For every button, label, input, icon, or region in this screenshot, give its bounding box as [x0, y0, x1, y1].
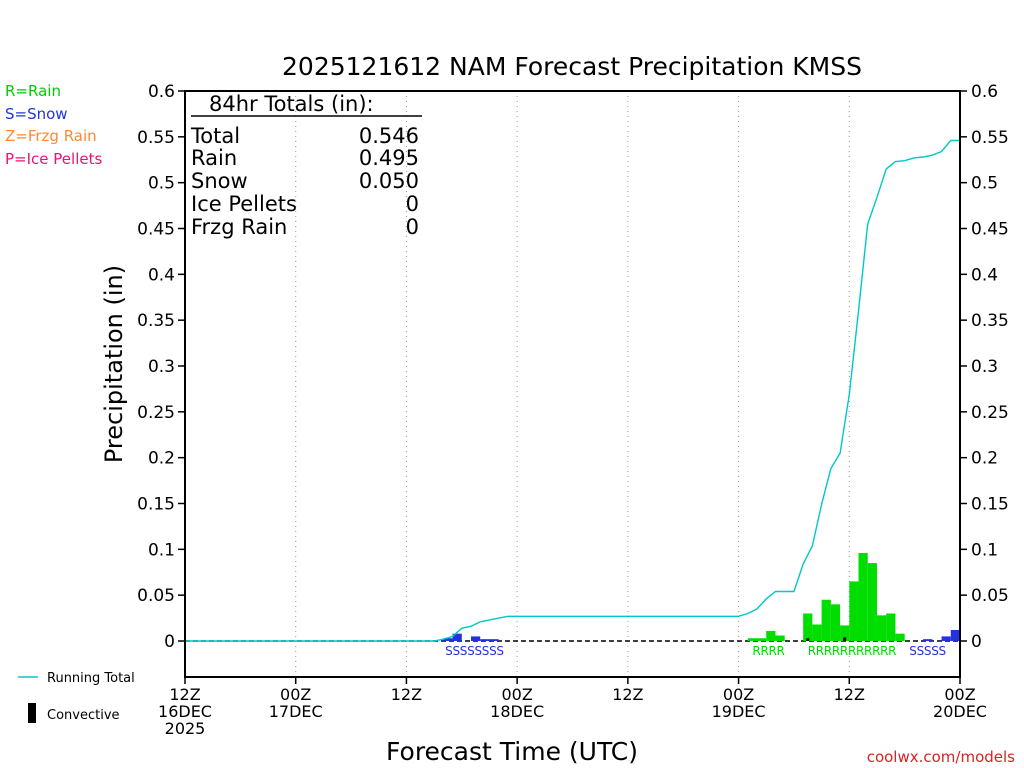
legend-rain: R=Rain	[5, 82, 61, 100]
xtick-label-7-0: 00Z	[944, 685, 975, 704]
snow-bar-2	[471, 636, 481, 641]
ytick-label-right-6: 0.3	[971, 357, 998, 377]
ytick-label-left-2: 0.1	[148, 540, 175, 560]
rain-bar-12	[876, 615, 887, 641]
xtick-label-3-0: 00Z	[501, 685, 532, 704]
convective-bar-1	[843, 637, 847, 641]
legend-snow: S=Snow	[5, 105, 68, 123]
ytick-label-left-8: 0.4	[148, 265, 175, 285]
rain-bar-5	[812, 624, 822, 641]
chart-title: 2025121612 NAM Forecast Precipitation KM…	[282, 52, 862, 81]
ytick-label-right-3: 0.15	[971, 495, 1009, 515]
xtick-label-1-1: 17DEC	[269, 702, 323, 721]
rain-bar-14	[895, 633, 905, 641]
totals-snow-label: Snow	[191, 169, 248, 193]
snow-bar-0	[443, 638, 453, 641]
rain-bar-7	[830, 604, 841, 641]
xtick-label-6-0: 12Z	[834, 685, 865, 704]
ptype-label-0: SSSSSSSS	[445, 644, 504, 658]
totals-total-value: 0.546	[359, 124, 419, 148]
totals-frzg-rain-label: Frzg Rain	[191, 215, 287, 239]
ytick-label-right-8: 0.4	[971, 265, 998, 285]
y-axis-ticks: 0 00.05 0.050.1 0.10.15 0.150.2 0.20.25 0.250.…	[137, 82, 1009, 652]
totals-box: 84hr Totals (in): Total 0.546 Rain 0.495…	[190, 92, 422, 239]
totals-snow-value: 0.050	[359, 169, 419, 193]
ytick-label-left-9: 0.45	[137, 220, 175, 240]
credit-text: coolwx.com/models	[867, 748, 1015, 766]
xtick-label-1-0: 00Z	[280, 685, 311, 704]
ptype-label-2: RRRRRRRRRRR	[808, 644, 896, 658]
ytick-label-left-7: 0.35	[137, 311, 175, 331]
rain-bar-9	[849, 581, 859, 641]
ytick-label-left-0: 0	[164, 632, 175, 652]
ytick-label-right-4: 0.2	[971, 449, 998, 469]
ytick-label-left-11: 0.55	[137, 128, 175, 148]
ytick-label-left-5: 0.25	[137, 403, 175, 423]
convective-bar-0	[806, 638, 810, 641]
xtick-label-2-0: 12Z	[391, 685, 422, 704]
rain-bar-0	[747, 638, 758, 641]
xtick-label-5-1: 19DEC	[712, 702, 766, 721]
ytick-label-left-10: 0.5	[148, 174, 175, 194]
xtick-label-0-0: 12Z	[169, 685, 200, 704]
snow-bar-7	[950, 630, 960, 641]
rain-bar-13	[886, 613, 896, 641]
totals-rain-label: Rain	[191, 146, 237, 170]
snow-bar-6	[941, 636, 951, 641]
ytick-label-right-10: 0.5	[971, 174, 998, 194]
totals-total-label: Total	[190, 124, 240, 148]
ytick-label-right-11: 0.55	[971, 128, 1009, 148]
ytick-label-left-1: 0.05	[137, 586, 175, 606]
legend-ice-pellets: P=Ice Pellets	[5, 150, 102, 168]
totals-ice-pellets-label: Ice Pellets	[191, 192, 297, 216]
rain-bar-6	[821, 599, 831, 641]
rain-bar-8	[840, 625, 850, 641]
xtick-label-4-0: 12Z	[612, 685, 643, 704]
snow-bar-1	[452, 633, 462, 641]
ytick-label-right-1: 0.05	[971, 586, 1009, 606]
xtick-label-5-0: 00Z	[723, 685, 754, 704]
legend-convective-swatch	[28, 703, 36, 723]
ytick-label-left-12: 0.6	[148, 82, 175, 102]
snow-bar-3	[480, 639, 490, 641]
totals-ice-pellets-value: 0	[406, 192, 419, 216]
ytick-label-right-0: 0	[971, 632, 982, 652]
precip-type-labels: SSSSSSSS RRRR RRRRRRRRRRR SSSSS	[445, 644, 946, 658]
totals-header: 84hr Totals (in):	[209, 92, 374, 116]
ytick-label-left-4: 0.2	[148, 449, 175, 469]
rain-bar-2	[766, 630, 776, 641]
ytick-label-left-3: 0.15	[137, 495, 175, 515]
ytick-label-right-2: 0.1	[971, 540, 998, 560]
snow-bar-4	[489, 639, 499, 641]
running-total-line	[185, 139, 960, 642]
ptype-label-3: SSSSS	[909, 644, 946, 658]
legend-frzg-rain: Z=Frzg Rain	[5, 127, 97, 145]
xtick-label-0-1: 16DEC	[158, 702, 212, 721]
ytick-label-right-5: 0.25	[971, 403, 1009, 423]
xtick-label-7-1: 20DEC	[933, 702, 987, 721]
y-axis-label: Precipitation (in)	[100, 265, 128, 463]
rain-bar-3	[775, 635, 785, 641]
x-axis-label: Forecast Time (UTC)	[386, 737, 638, 766]
ytick-label-right-9: 0.45	[971, 220, 1009, 240]
ytick-label-right-12: 0.6	[971, 82, 998, 102]
legend-convective: Convective	[47, 708, 120, 723]
xtick-label-3-1: 18DEC	[490, 702, 544, 721]
totals-rain-value: 0.495	[359, 146, 419, 170]
rain-bar-4	[803, 613, 813, 641]
plot-frame	[184, 90, 961, 678]
rain-bar-11	[867, 563, 877, 641]
rain-bar-10	[858, 553, 868, 641]
ytick-label-left-6: 0.3	[148, 357, 175, 377]
rain-bar-1	[757, 638, 767, 641]
xtick-label-0-2: 2025	[165, 719, 206, 738]
precip-bars	[443, 553, 960, 641]
legend-running-total: Running Total	[47, 671, 135, 686]
ytick-label-right-7: 0.35	[971, 311, 1009, 331]
ptype-label-1: RRRR	[752, 644, 784, 658]
snow-bar-5	[923, 639, 933, 641]
totals-frzg-rain-value: 0	[406, 215, 419, 239]
